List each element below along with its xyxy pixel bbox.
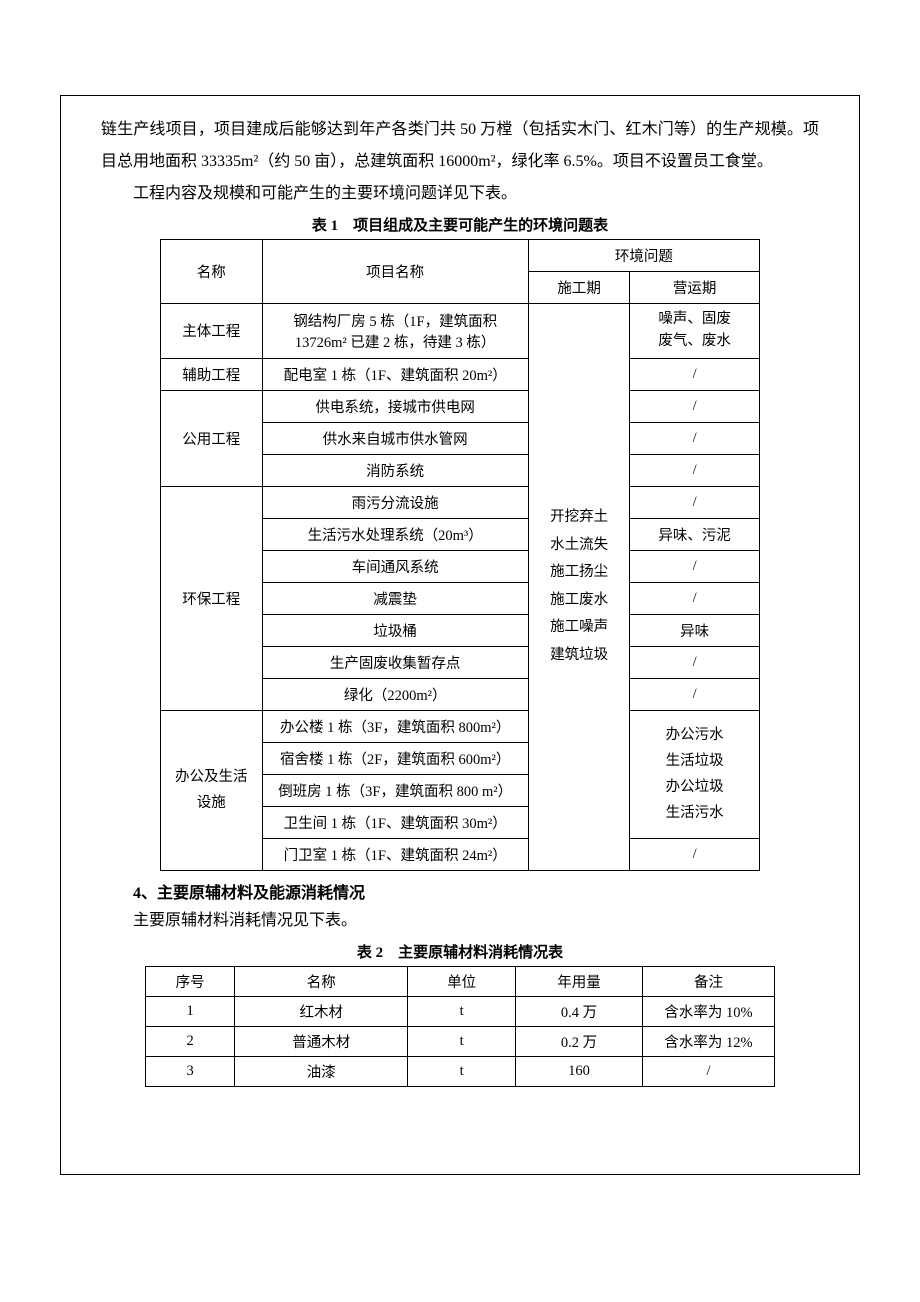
t1-cell: 卫生间 1 栋（1F、建筑面积 30m²） (262, 806, 528, 838)
t2-header-name: 名称 (235, 966, 408, 996)
table1-title: 表 1 项目组成及主要可能产生的环境问题表 (101, 214, 819, 235)
paragraph-3: 主要原辅材料消耗情况见下表。 (101, 905, 819, 937)
page-container: 链生产线项目，项目建成后能够达到年产各类门共 50 万樘（包括实木门、红木门等）… (60, 95, 860, 1175)
t2-cell: 油漆 (235, 1056, 408, 1086)
t2-cell: t (408, 1056, 516, 1086)
t1-header-name: 名称 (161, 240, 263, 304)
table-row: 序号 名称 单位 年用量 备注 (146, 966, 775, 996)
section-4-heading: 4、主要原辅材料及能源消耗情况 (101, 879, 819, 903)
paragraph-1: 链生产线项目，项目建成后能够达到年产各类门共 50 万樘（包括实木门、红木门等）… (101, 114, 819, 178)
t1-cell: / (630, 358, 760, 390)
t2-header-unit: 单位 (408, 966, 516, 996)
t2-cell: 0.2 万 (516, 1026, 643, 1056)
t1-cell: 辅助工程 (161, 358, 263, 390)
t1-cell: 生活污水处理系统（20m³） (262, 518, 528, 550)
t2-cell: 1 (146, 996, 235, 1026)
table2-title: 表 2 主要原辅材料消耗情况表 (101, 941, 819, 962)
t2-cell: 2 (146, 1026, 235, 1056)
t2-cell: t (408, 1026, 516, 1056)
t1-header-env1: 施工期 (528, 272, 630, 304)
t1-cell: 环保工程 (161, 486, 263, 710)
t1-cell: 绿化（2200m²） (262, 678, 528, 710)
t1-cell: 供电系统，接城市供电网 (262, 390, 528, 422)
t1-header-env: 环境问题 (528, 240, 759, 272)
t1-cell: / (630, 582, 760, 614)
t2-header-usage: 年用量 (516, 966, 643, 996)
t1-cell: 办公污水生活垃圾办公垃圾生活污水 (630, 710, 760, 838)
t2-cell: 红木材 (235, 996, 408, 1026)
t1-cell: / (630, 390, 760, 422)
t2-cell: 3 (146, 1056, 235, 1086)
t1-cell: 生产固废收集暂存点 (262, 646, 528, 678)
t1-cell: 钢结构厂房 5 栋（1F，建筑面积 13726m² 已建 2 栋，待建 3 栋） (262, 304, 528, 359)
t1-cell: 雨污分流设施 (262, 486, 528, 518)
table-2: 序号 名称 单位 年用量 备注 1红木材t0.4 万含水率为 10%2普通木材t… (145, 966, 775, 1087)
t1-cell: / (630, 838, 760, 870)
t2-cell: 0.4 万 (516, 996, 643, 1026)
t1-cell: 配电室 1 栋（1F、建筑面积 20m²） (262, 358, 528, 390)
table-row: 3油漆t160/ (146, 1056, 775, 1086)
t1-cell: 噪声、固废废气、废水 (630, 304, 760, 359)
t1-cell: / (630, 646, 760, 678)
t2-header-seq: 序号 (146, 966, 235, 996)
t1-cell: 异味 (630, 614, 760, 646)
table-row: 1红木材t0.4 万含水率为 10% (146, 996, 775, 1026)
table-row: 2普通木材t0.2 万含水率为 12% (146, 1026, 775, 1056)
t1-cell: 宿舍楼 1 栋（2F，建筑面积 600m²） (262, 742, 528, 774)
t1-cell: / (630, 454, 760, 486)
t1-cell: 垃圾桶 (262, 614, 528, 646)
t1-cell: 倒班房 1 栋（3F，建筑面积 800 m²） (262, 774, 528, 806)
t1-header-item: 项目名称 (262, 240, 528, 304)
t2-cell: / (643, 1056, 775, 1086)
t1-cell: / (630, 486, 760, 518)
t1-cell-construction: 开挖弃土水土流失施工扬尘施工废水施工噪声建筑垃圾 (528, 304, 630, 871)
t1-cell: 公用工程 (161, 390, 263, 486)
t2-cell: 160 (516, 1056, 643, 1086)
t2-cell: 普通木材 (235, 1026, 408, 1056)
t2-header-note: 备注 (643, 966, 775, 996)
t1-cell: 办公及生活设施 (161, 710, 263, 870)
t1-cell: 车间通风系统 (262, 550, 528, 582)
table-1: 名称 项目名称 环境问题 施工期 营运期 主体工程 钢结构厂房 5 栋（1F，建… (160, 239, 760, 871)
t1-cell: / (630, 678, 760, 710)
t1-cell: 消防系统 (262, 454, 528, 486)
t1-header-env2: 营运期 (630, 272, 760, 304)
t1-cell: / (630, 550, 760, 582)
t1-cell: / (630, 422, 760, 454)
t1-cell: 异味、污泥 (630, 518, 760, 550)
t1-cell: 减震垫 (262, 582, 528, 614)
t1-cell: 供水来自城市供水管网 (262, 422, 528, 454)
t2-cell: 含水率为 12% (643, 1026, 775, 1056)
t1-cell: 主体工程 (161, 304, 263, 359)
t1-cell: 办公楼 1 栋（3F，建筑面积 800m²） (262, 710, 528, 742)
t2-cell: 含水率为 10% (643, 996, 775, 1026)
t2-cell: t (408, 996, 516, 1026)
t1-cell: 门卫室 1 栋（1F、建筑面积 24m²） (262, 838, 528, 870)
paragraph-2: 工程内容及规模和可能产生的主要环境问题详见下表。 (101, 178, 819, 210)
